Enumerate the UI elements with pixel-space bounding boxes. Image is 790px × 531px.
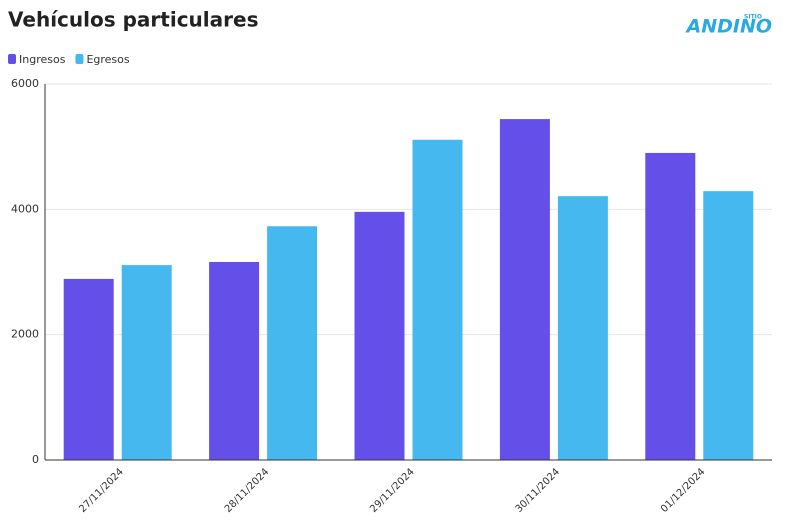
x-tick-label: 01/12/2024 <box>659 466 708 515</box>
bar <box>121 265 172 460</box>
bar <box>703 191 754 460</box>
chart-title: Vehículos particulares <box>8 8 258 32</box>
y-tick-label: 2000 <box>11 328 39 341</box>
bar <box>209 261 260 460</box>
bar <box>267 226 318 460</box>
logo-top: SITIO <box>744 14 762 21</box>
x-tick-label: 29/11/2024 <box>368 466 417 515</box>
legend-label: Egresos <box>86 53 129 66</box>
bar <box>412 139 463 461</box>
y-tick-label: 4000 <box>11 202 39 215</box>
bar <box>354 211 405 460</box>
bar <box>557 196 608 460</box>
legend-label: Ingresos <box>19 53 66 66</box>
bar <box>499 119 550 461</box>
bar <box>645 152 696 460</box>
y-tick-label: 6000 <box>11 77 39 90</box>
x-tick-label: 27/11/2024 <box>77 466 126 515</box>
logo-main: ANDINO <box>685 16 773 38</box>
x-tick-label: 30/11/2024 <box>514 466 563 515</box>
y-tick-label: 0 <box>32 453 39 466</box>
bar <box>63 278 114 460</box>
legend-swatch <box>8 54 16 64</box>
x-tick-label: 28/11/2024 <box>223 466 272 515</box>
legend-swatch <box>75 54 84 64</box>
